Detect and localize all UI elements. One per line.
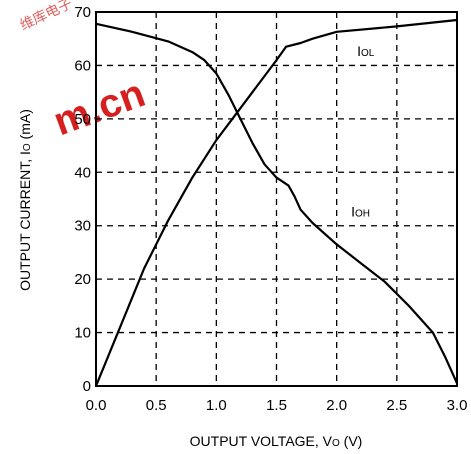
watermark-cn: 维库电子: [17, 0, 75, 33]
y-axis-label: OUTPUT CURRENT, IO (mA): [17, 109, 33, 291]
x-tick-label: 1.0: [206, 397, 227, 414]
series-group: IOL IOH: [94, 18, 459, 387]
series-label-ol: IOL: [357, 43, 375, 59]
series-line-oh: [95, 22, 459, 384]
y-tick-label: 60: [74, 57, 91, 74]
x-tick-label: 2.0: [326, 397, 347, 414]
x-tick-label: 2.5: [386, 397, 407, 414]
y-tick-label: 50: [74, 111, 91, 128]
watermark-text: m.cn: [48, 71, 151, 144]
y-tick-label: 10: [74, 325, 91, 342]
x-axis-label: OUTPUT VOLTAGE, VO (V): [190, 433, 363, 449]
x-tick-label: 0.0: [86, 397, 107, 414]
y-tick-label: 30: [74, 218, 91, 235]
plot-frame: [95, 11, 458, 387]
tick-labels: 0.0 0.5 1.0 1.5 2.0 2.5 3.0 0 10 20 30 40 50 60 70: [74, 4, 467, 414]
y-tick-label: 0: [83, 378, 91, 395]
x-tick-label: 1.5: [266, 397, 287, 414]
x-tick-label: 0.5: [146, 397, 167, 414]
y-tick-label: 20: [74, 271, 91, 288]
grid: [96, 12, 457, 386]
x-tick-label: 3.0: [447, 397, 468, 414]
y-tick-label: 40: [74, 164, 91, 181]
y-tick-label: 70: [74, 4, 91, 21]
series-line-ol: [94, 18, 458, 387]
series-label-oh: IOH: [351, 204, 370, 220]
